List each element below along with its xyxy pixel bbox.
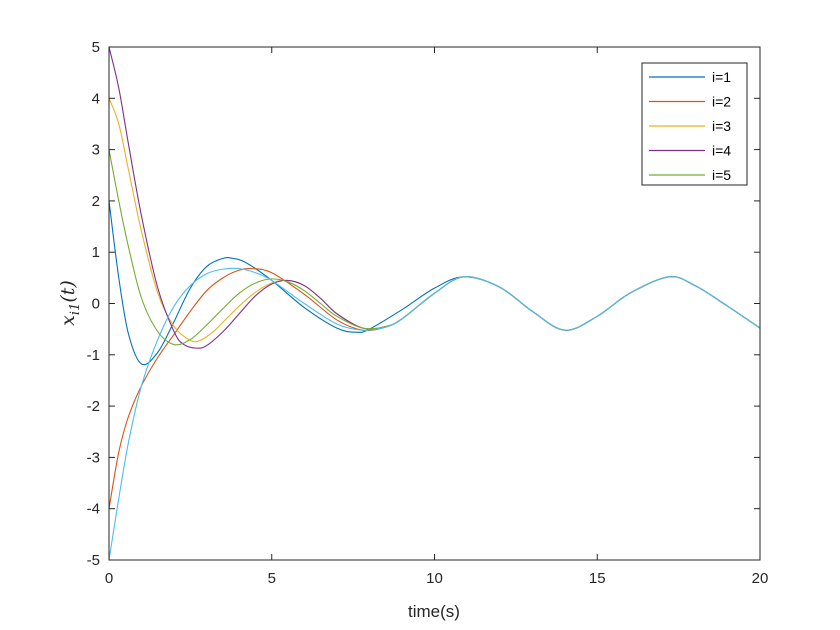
x-tick-label: 10 [426,570,443,587]
y-axis-label-arg: (t) [57,280,79,302]
y-tick-label: 1 [92,244,100,261]
y-tick-label: 0 [92,296,100,313]
y-tick-label: -1 [87,347,100,364]
x-tick-label: 15 [589,570,606,587]
legend-box [641,62,748,186]
y-axis-label: xi1(t) [57,280,83,326]
y-axis: -5 -4 -3 -2 -1 0 1 2 3 4 5 [87,39,760,569]
legend-label: i=1 [712,69,731,85]
y-tick-label: 3 [92,142,100,159]
legend-label: i=2 [712,94,731,110]
x-axis: 0 5 10 15 20 [105,47,769,587]
series-line-6 [108,267,761,561]
y-tick-label: 5 [92,39,100,56]
y-axis-label-sub: i1 [68,303,83,315]
x-tick-label: 5 [268,570,276,587]
series-layer [108,46,761,561]
y-tick-label: 2 [92,193,100,210]
y-axis-label-base: x [57,315,79,326]
y-tick-label: -4 [87,501,100,518]
y-tick-label: -2 [87,398,100,415]
svg-text:xi1(t): xi1(t) [57,280,83,326]
legend-label: i=3 [712,118,731,134]
x-tick-label: 20 [752,570,769,587]
x-tick-label: 0 [105,570,113,587]
legend-label: i=5 [712,167,731,183]
y-tick-label: -3 [87,449,100,466]
legend-label: i=4 [712,143,731,159]
y-tick-label: 4 [92,90,100,107]
legend: i=1 i=2 i=3 i=4 i=5 [641,62,748,186]
x-axis-label: time(s) [408,602,460,621]
y-tick-label: -5 [87,552,100,569]
